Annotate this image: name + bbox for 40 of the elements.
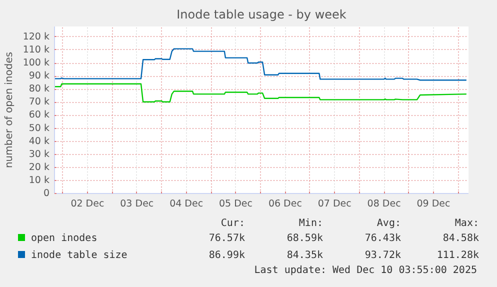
text: 111.28k [436, 248, 479, 263]
text: 93.72k [364, 248, 401, 263]
x-tick-label: 06 Dec [268, 198, 302, 210]
y-tick-label: 10 k [28, 174, 50, 186]
text: Avg: [376, 217, 401, 231]
text: Last update: Wed Dec 10 03:55:00 2025 [253, 264, 477, 278]
legend-label: inode table size [30, 248, 128, 263]
text: 84.58k [442, 232, 479, 246]
x-tick-label: 07 Dec [318, 198, 352, 210]
y-tick-label: 40 k [28, 136, 50, 147]
line-series [54, 83, 468, 103]
y-tick-label: 80 k [28, 84, 50, 95]
line-series [54, 48, 468, 81]
x-tick-label: 04 Dec [170, 198, 204, 210]
text: 68.59k [286, 232, 323, 246]
y-tick-label: 60 k [28, 110, 50, 121]
text: 76.43k [364, 232, 401, 246]
x-tick-label: 03 Dec [120, 198, 154, 210]
y-tick-label: 110 k [22, 44, 50, 56]
y-tick-label: 90 k [28, 70, 50, 82]
text: 76.57k [208, 232, 245, 246]
y-tick-label: 0 [43, 188, 50, 199]
y-tick-label: 20 k [28, 162, 50, 173]
text: Max: [454, 217, 479, 231]
y-tick-label: 70 k [28, 96, 50, 108]
chart-title: Inode table usage - by week [176, 8, 346, 22]
x-tick-label: 08 Dec [367, 198, 401, 210]
y-tick-label: 30 k [28, 148, 50, 160]
y-tick-label: 120 k [22, 31, 50, 42]
x-tick-label: 02 Dec [70, 198, 104, 210]
y-tick-label: 100 k [22, 58, 50, 69]
text: 86.99k [208, 248, 245, 263]
y-axis-title: number of open inodes [4, 52, 15, 168]
legend-label: open inodes [30, 232, 98, 246]
x-tick-label: 09 Dec [416, 198, 450, 210]
text: Min: [298, 217, 323, 231]
x-tick-label: 05 Dec [219, 198, 253, 210]
text: Cur: [220, 217, 245, 231]
text: 84.35k [286, 248, 323, 263]
y-tick-label: 50 k [28, 122, 50, 134]
